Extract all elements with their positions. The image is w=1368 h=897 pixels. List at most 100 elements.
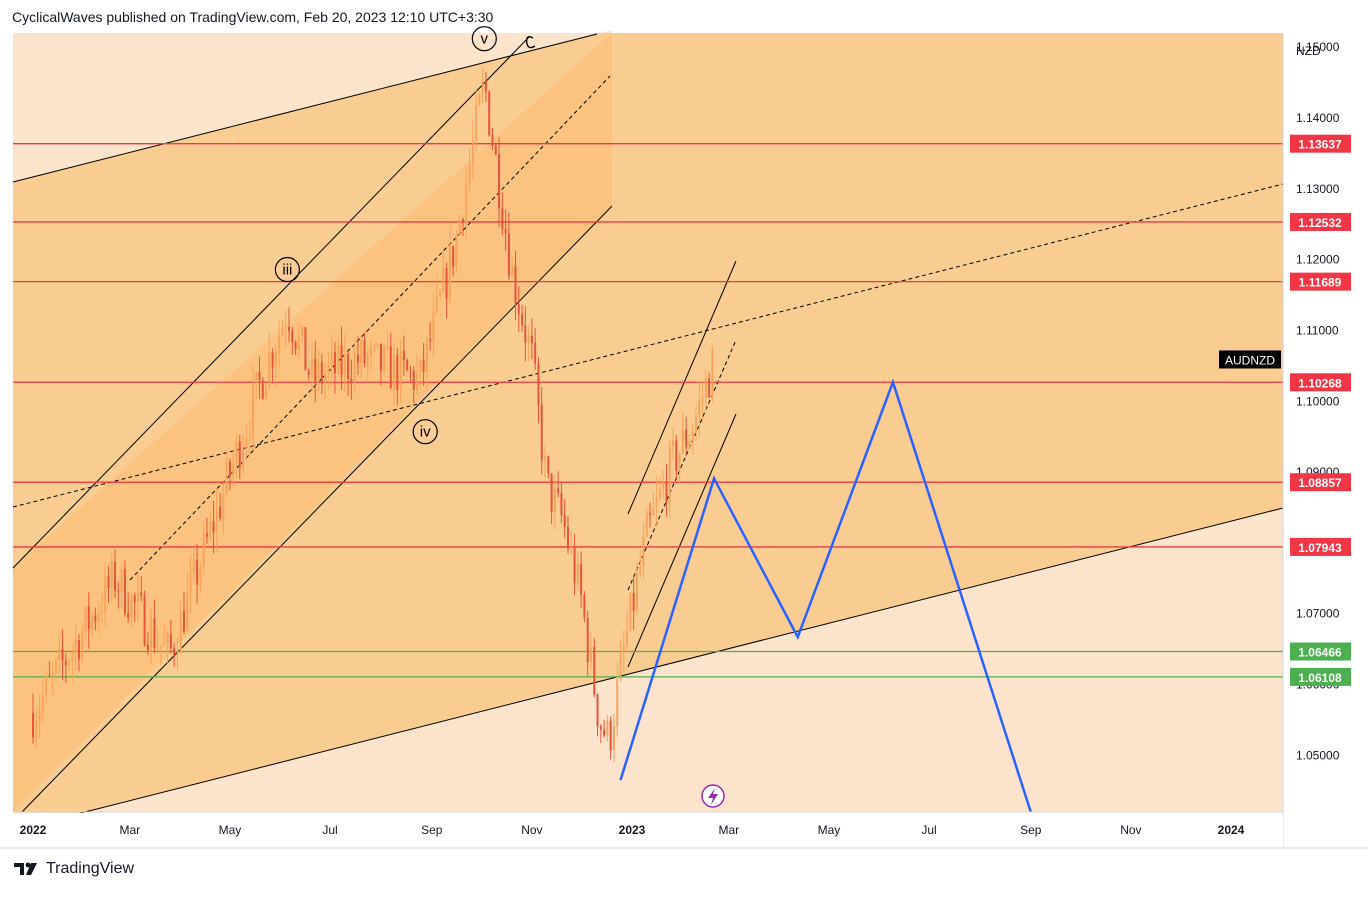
level-badge-1.10268[interactable] xyxy=(1290,373,1351,392)
candle xyxy=(583,591,586,623)
candle xyxy=(238,434,241,480)
x-tick-label: Sep xyxy=(1020,823,1042,837)
candle-body xyxy=(586,617,589,663)
candle xyxy=(54,657,57,683)
level-badge-1.08857[interactable] xyxy=(1290,473,1351,492)
x-tick-label: Jul xyxy=(921,823,936,837)
candles xyxy=(32,66,714,763)
candle-body xyxy=(691,432,694,441)
level-badge-1.11689[interactable] xyxy=(1290,272,1351,291)
candle-body xyxy=(501,208,504,229)
candle-body xyxy=(393,355,396,389)
candle-body xyxy=(396,355,399,391)
candle xyxy=(422,343,425,386)
wave-label-v: v xyxy=(481,31,489,48)
candle xyxy=(363,331,366,368)
candle xyxy=(94,607,97,631)
candle xyxy=(143,590,146,647)
candle xyxy=(74,624,77,671)
candle-body xyxy=(527,335,530,343)
candle xyxy=(593,638,596,698)
candle xyxy=(307,368,310,380)
candle xyxy=(406,358,409,372)
candle xyxy=(133,592,136,622)
candle xyxy=(527,325,530,362)
candle-body xyxy=(255,372,258,385)
candle xyxy=(294,340,297,355)
candle xyxy=(409,365,412,384)
candle-body xyxy=(511,266,514,276)
level-badge-1.06108[interactable] xyxy=(1290,667,1351,686)
long-channel-upper-line[interactable] xyxy=(12,33,598,183)
candle-body xyxy=(343,354,346,376)
candle xyxy=(120,566,123,609)
candle-body xyxy=(383,347,386,371)
candle xyxy=(639,550,642,578)
candle-body xyxy=(133,595,136,603)
level-badge-1.07943[interactable] xyxy=(1290,537,1351,556)
candle xyxy=(416,355,419,396)
candle-body xyxy=(235,441,238,463)
level-badge-1.13637[interactable] xyxy=(1290,134,1351,153)
candle xyxy=(448,226,451,305)
candle xyxy=(274,343,277,389)
candle xyxy=(107,565,110,603)
candle-body xyxy=(238,441,241,468)
candle-body xyxy=(327,364,330,375)
short-channel-upper-line[interactable] xyxy=(627,260,737,515)
candle-body xyxy=(117,590,120,592)
candle-body xyxy=(475,104,478,141)
symbol-tag-text: AUDNZD xyxy=(1225,353,1275,367)
x-tick-label: Jul xyxy=(322,823,337,837)
y-tick-label: 1.15000 xyxy=(1296,40,1340,54)
candle xyxy=(386,331,389,352)
candle xyxy=(140,576,143,602)
candle xyxy=(205,517,208,544)
candle-body xyxy=(353,354,356,383)
candle xyxy=(642,522,645,580)
currency-label: NZD xyxy=(1296,44,1321,58)
candle xyxy=(64,653,67,684)
projection-path[interactable] xyxy=(619,378,1032,813)
candle-body xyxy=(445,268,448,299)
candle xyxy=(340,326,343,391)
candle-body xyxy=(379,343,382,371)
candle-body xyxy=(107,576,110,589)
candle xyxy=(481,66,484,104)
candle-body xyxy=(491,135,494,147)
candle-body xyxy=(123,569,126,614)
candle-body xyxy=(639,566,642,574)
candle-body xyxy=(557,488,560,493)
candle xyxy=(248,419,251,455)
candle xyxy=(130,592,133,628)
candle-body xyxy=(376,343,379,345)
short-channel-lower-line[interactable] xyxy=(627,413,737,668)
candle xyxy=(370,339,373,372)
candle-body xyxy=(678,453,681,471)
candle-body xyxy=(41,694,44,711)
symbol-tag[interactable] xyxy=(1219,350,1281,369)
wave-channel-midline[interactable] xyxy=(129,75,611,581)
candle-body xyxy=(468,163,471,184)
candle-body xyxy=(281,327,284,336)
candle xyxy=(84,605,87,640)
long-channel-lower-line[interactable] xyxy=(12,507,1284,831)
candle-body xyxy=(599,726,602,730)
wave-channel-upper-line[interactable] xyxy=(12,35,531,569)
candle-body xyxy=(251,384,254,436)
wave-channel-lower-line[interactable] xyxy=(21,205,613,813)
level-badge-1.12532[interactable] xyxy=(1290,212,1351,231)
candle-body xyxy=(521,314,524,326)
candle-body xyxy=(652,507,655,515)
x-tick-label: Nov xyxy=(1120,823,1141,837)
long-channel-midline[interactable] xyxy=(12,183,1284,508)
candle-body xyxy=(278,335,281,353)
level-badge-1.06466[interactable] xyxy=(1290,642,1351,661)
candle-body xyxy=(209,521,212,537)
candle-body xyxy=(38,710,41,722)
candle-body xyxy=(232,462,235,477)
candle-body xyxy=(84,606,87,632)
candle-body xyxy=(701,398,704,401)
